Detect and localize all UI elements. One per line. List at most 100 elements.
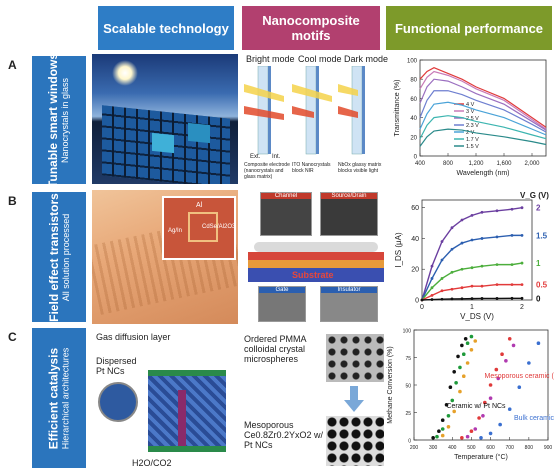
inset-label-agin: Ag/In xyxy=(168,228,183,234)
data-point xyxy=(510,207,514,211)
data-point xyxy=(481,414,485,418)
data-point xyxy=(440,289,444,293)
smart-window-building-photo xyxy=(92,54,238,184)
data-point xyxy=(520,261,524,265)
series-line xyxy=(419,115,547,140)
data-point xyxy=(495,263,499,267)
data-point xyxy=(440,433,445,438)
x-tick-label: 0 xyxy=(420,304,424,311)
data-point xyxy=(437,429,441,433)
legend-label: 4 V xyxy=(466,102,475,108)
plot-frame xyxy=(413,329,549,441)
data-point xyxy=(430,264,434,268)
label-mesoporous-ceramic: Mesoporous Ce0.8Zr0.2YxO2 w/ Pt NCs xyxy=(244,420,324,450)
series-line xyxy=(419,78,547,131)
data-point xyxy=(488,431,493,436)
device-electrode xyxy=(188,212,218,242)
label-insulator: Insulator xyxy=(321,287,377,293)
layer-insulator xyxy=(248,260,384,268)
tinted-window xyxy=(188,122,210,144)
vg-series-label: 1.5 xyxy=(536,231,548,240)
row-a-title: Tunable smart windows xyxy=(46,52,61,188)
data-point xyxy=(488,396,493,400)
legend-label: 2 V xyxy=(466,130,475,136)
data-point xyxy=(473,427,478,431)
data-point xyxy=(470,238,474,242)
data-point xyxy=(500,352,504,356)
mode-label-bright: Bright mode xyxy=(246,54,295,64)
data-point xyxy=(440,427,445,431)
y-tick-label: 75 xyxy=(405,356,411,362)
row-letter-a: A xyxy=(8,58,17,72)
data-point xyxy=(461,374,466,378)
data-point xyxy=(498,422,502,427)
data-point xyxy=(536,341,541,345)
data-point xyxy=(480,297,484,300)
data-point xyxy=(477,416,481,420)
layer-substrate: Substrate xyxy=(248,268,384,282)
data-point xyxy=(452,409,456,414)
x-tick-label: 900 xyxy=(544,445,553,451)
data-point xyxy=(440,240,444,243)
data-point xyxy=(504,359,508,363)
series-line xyxy=(419,101,547,136)
annotation-ceramic-pt: Ceramic w/ Pt NCs xyxy=(446,403,506,410)
pt-nc-zoom-circle xyxy=(98,382,138,422)
data-point xyxy=(494,367,499,372)
x-tick-label: 2 xyxy=(520,304,524,311)
data-point xyxy=(460,286,464,290)
y-tick-label: 20 xyxy=(410,135,417,141)
label-dispersed-pt-ncs: Dispersed Pt NCs xyxy=(96,356,137,376)
mode-caption-cool: ITO Nanocrystals block NIR xyxy=(292,162,331,174)
y-tick-label: 0 xyxy=(414,155,418,161)
mode-caption-dark: NbOx glassy matrix blocks visible light xyxy=(338,162,382,174)
data-point xyxy=(511,343,516,348)
ext-label: Ext. xyxy=(250,154,261,160)
data-point xyxy=(458,389,462,394)
data-point xyxy=(430,293,434,297)
label-source-drain: Source/Drain xyxy=(321,193,377,199)
label-gas-diffusion-layer: Gas diffusion layer xyxy=(96,332,171,342)
data-point xyxy=(510,233,514,237)
row-letter-c: C xyxy=(8,330,17,344)
data-point xyxy=(473,339,478,343)
data-point xyxy=(440,297,444,301)
row-b-sidebar: Field effect transistors All solution pr… xyxy=(32,192,86,322)
y-axis-label: Methane Conversion (%) xyxy=(387,346,394,423)
header-nanocomposite-motifs: Nanocomposite motifs xyxy=(242,6,380,50)
header-scalable-technology: Scalable technology xyxy=(98,6,234,50)
data-point xyxy=(520,283,524,287)
row-a-sidebar: Tunable smart windows Nanocrystals in gl… xyxy=(32,52,86,188)
data-point xyxy=(460,297,464,301)
label-substrate: Substrate xyxy=(292,270,334,280)
y-tick-label: 40 xyxy=(411,236,419,243)
mode-caption-bright: Composite electrode (nanocrystals and gl… xyxy=(244,162,290,180)
methane-conversion-chart: 200 300 400 500 600 700 800 900 0 25 50 75 100 Temper… xyxy=(387,329,554,462)
data-point xyxy=(448,385,453,389)
flexible-transistor-photo: Al CdSe/Al2O3 Ag/In xyxy=(92,190,238,324)
y-tick-label: 100 xyxy=(407,59,418,65)
x-axis-label: Wavelength (nm) xyxy=(456,170,509,177)
data-point xyxy=(510,296,514,300)
x-tick-label: 2,000 xyxy=(524,161,540,167)
data-point xyxy=(456,354,460,359)
data-point xyxy=(440,258,444,262)
data-point xyxy=(469,429,474,433)
data-point xyxy=(461,352,466,356)
data-point xyxy=(495,283,499,287)
electrode-spheres xyxy=(254,242,378,252)
data-point xyxy=(460,267,464,271)
y-axis-label: Transmittance (%) xyxy=(394,80,401,137)
vg-series-label: 2 xyxy=(536,204,541,213)
data-point xyxy=(450,226,454,230)
data-point xyxy=(510,283,514,287)
transmittance-chart: 400 800 1,200 1,600 2,000 0 20 40 60 80 100 Wavelen… xyxy=(394,59,547,177)
data-point xyxy=(440,418,445,422)
data-point xyxy=(495,235,499,239)
data-point xyxy=(465,341,470,345)
legend-label: 2.5 V xyxy=(466,116,479,122)
data-point xyxy=(488,383,493,387)
header-functional-performance: Functional performance xyxy=(386,6,552,50)
insulator-micrograph: Insulator xyxy=(320,286,378,322)
